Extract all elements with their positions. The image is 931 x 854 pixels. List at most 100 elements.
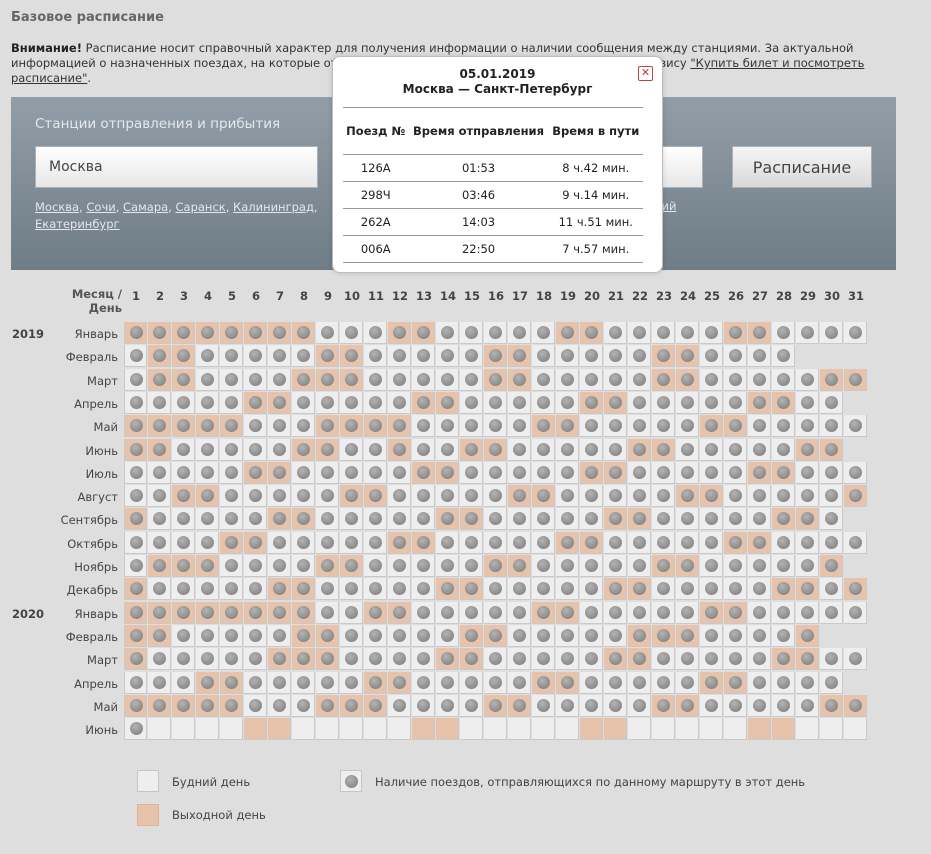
calendar-day-cell[interactable] [436,415,459,438]
calendar-day-cell[interactable] [676,415,699,438]
calendar-day-cell[interactable] [244,578,267,601]
calendar-day-cell[interactable] [796,718,819,741]
calendar-day-cell[interactable] [460,718,483,741]
calendar-day-cell[interactable] [844,578,867,601]
calendar-day-cell[interactable] [556,461,579,484]
calendar-day-cell[interactable] [388,391,411,414]
calendar-day-cell[interactable] [436,531,459,554]
calendar-day-cell[interactable] [508,718,531,741]
calendar-day-cell[interactable] [532,345,555,368]
calendar-day-cell[interactable] [316,671,339,694]
calendar-day-cell[interactable] [604,391,627,414]
calendar-day-cell[interactable] [292,415,315,438]
calendar-day-cell[interactable] [412,391,435,414]
calendar-day-cell[interactable] [484,345,507,368]
calendar-day-cell[interactable] [244,648,267,671]
calendar-day-cell[interactable] [748,624,771,647]
calendar-day-cell[interactable] [796,508,819,531]
calendar-day-cell[interactable] [580,391,603,414]
calendar-day-cell[interactable] [820,415,843,438]
calendar-day-cell[interactable] [844,368,867,391]
calendar-day-cell[interactable] [628,461,651,484]
calendar-day-cell[interactable] [292,345,315,368]
city-link[interactable]: Москва [35,200,80,214]
calendar-day-cell[interactable] [676,368,699,391]
calendar-day-cell[interactable] [772,624,795,647]
calendar-day-cell[interactable] [772,601,795,624]
calendar-day-cell[interactable] [316,485,339,508]
calendar-day-cell[interactable] [412,555,435,577]
calendar-day-cell[interactable] [124,438,147,461]
calendar-day-cell[interactable] [580,601,603,624]
calendar-day-cell[interactable] [220,508,243,531]
calendar-day-cell[interactable] [772,671,795,694]
calendar-day-cell[interactable] [172,391,195,414]
calendar-day-cell[interactable] [604,531,627,554]
calendar-day-cell[interactable] [508,508,531,531]
calendar-day-cell[interactable] [652,415,675,438]
calendar-day-cell[interactable] [508,415,531,438]
calendar-day-cell[interactable] [460,368,483,391]
calendar-day-cell[interactable] [244,531,267,554]
calendar-day-cell[interactable] [844,648,867,671]
calendar-day-cell[interactable] [292,671,315,694]
calendar-day-cell[interactable] [340,508,363,531]
calendar-day-cell[interactable] [340,601,363,624]
calendar-day-cell[interactable] [124,461,147,484]
calendar-day-cell[interactable] [292,485,315,508]
calendar-day-cell[interactable] [532,578,555,601]
calendar-day-cell[interactable] [436,624,459,647]
calendar-day-cell[interactable] [388,671,411,694]
calendar-day-cell[interactable] [844,485,867,508]
calendar-day-cell[interactable] [580,694,603,717]
calendar-day-cell[interactable] [484,694,507,717]
calendar-day-cell[interactable] [124,578,147,601]
calendar-day-cell[interactable] [340,391,363,414]
calendar-day-cell[interactable] [364,694,387,717]
calendar-day-cell[interactable] [724,555,747,577]
calendar-day-cell[interactable] [484,578,507,601]
calendar-day-cell[interactable] [172,671,195,694]
calendar-day-cell[interactable] [580,671,603,694]
calendar-day-cell[interactable] [316,345,339,368]
calendar-day-cell[interactable] [124,601,147,624]
calendar-day-cell[interactable] [292,531,315,554]
calendar-day-cell[interactable] [772,578,795,601]
train-row[interactable]: 006А 22:50 7 ч.57 мин. [343,235,643,263]
calendar-day-cell[interactable] [700,648,723,671]
calendar-day-cell[interactable] [340,531,363,554]
calendar-day-cell[interactable] [652,671,675,694]
calendar-day-cell[interactable] [292,322,315,344]
calendar-day-cell[interactable] [460,601,483,624]
calendar-day-cell[interactable] [676,624,699,647]
calendar-day-cell[interactable] [148,461,171,484]
calendar-day-cell[interactable] [820,322,843,344]
calendar-day-cell[interactable] [364,345,387,368]
calendar-day-cell[interactable] [532,694,555,717]
calendar-day-cell[interactable] [460,578,483,601]
calendar-day-cell[interactable] [172,508,195,531]
calendar-day-cell[interactable] [364,671,387,694]
calendar-day-cell[interactable] [604,368,627,391]
calendar-day-cell[interactable] [508,648,531,671]
calendar-day-cell[interactable] [604,694,627,717]
calendar-day-cell[interactable] [220,531,243,554]
calendar-day-cell[interactable] [772,508,795,531]
city-link[interactable]: Самара [123,200,169,214]
calendar-day-cell[interactable] [364,555,387,577]
calendar-day-cell[interactable] [484,508,507,531]
calendar-day-cell[interactable] [580,555,603,577]
calendar-day-cell[interactable] [172,624,195,647]
calendar-day-cell[interactable] [748,345,771,368]
calendar-day-cell[interactable] [364,391,387,414]
city-link[interactable]: Екатеринбург [35,217,120,231]
calendar-day-cell[interactable] [388,461,411,484]
calendar-day-cell[interactable] [556,601,579,624]
calendar-day-cell[interactable] [556,438,579,461]
calendar-day-cell[interactable] [820,555,843,577]
calendar-day-cell[interactable] [124,415,147,438]
calendar-day-cell[interactable] [844,694,867,717]
calendar-day-cell[interactable] [244,694,267,717]
calendar-day-cell[interactable] [388,601,411,624]
calendar-day-cell[interactable] [364,461,387,484]
